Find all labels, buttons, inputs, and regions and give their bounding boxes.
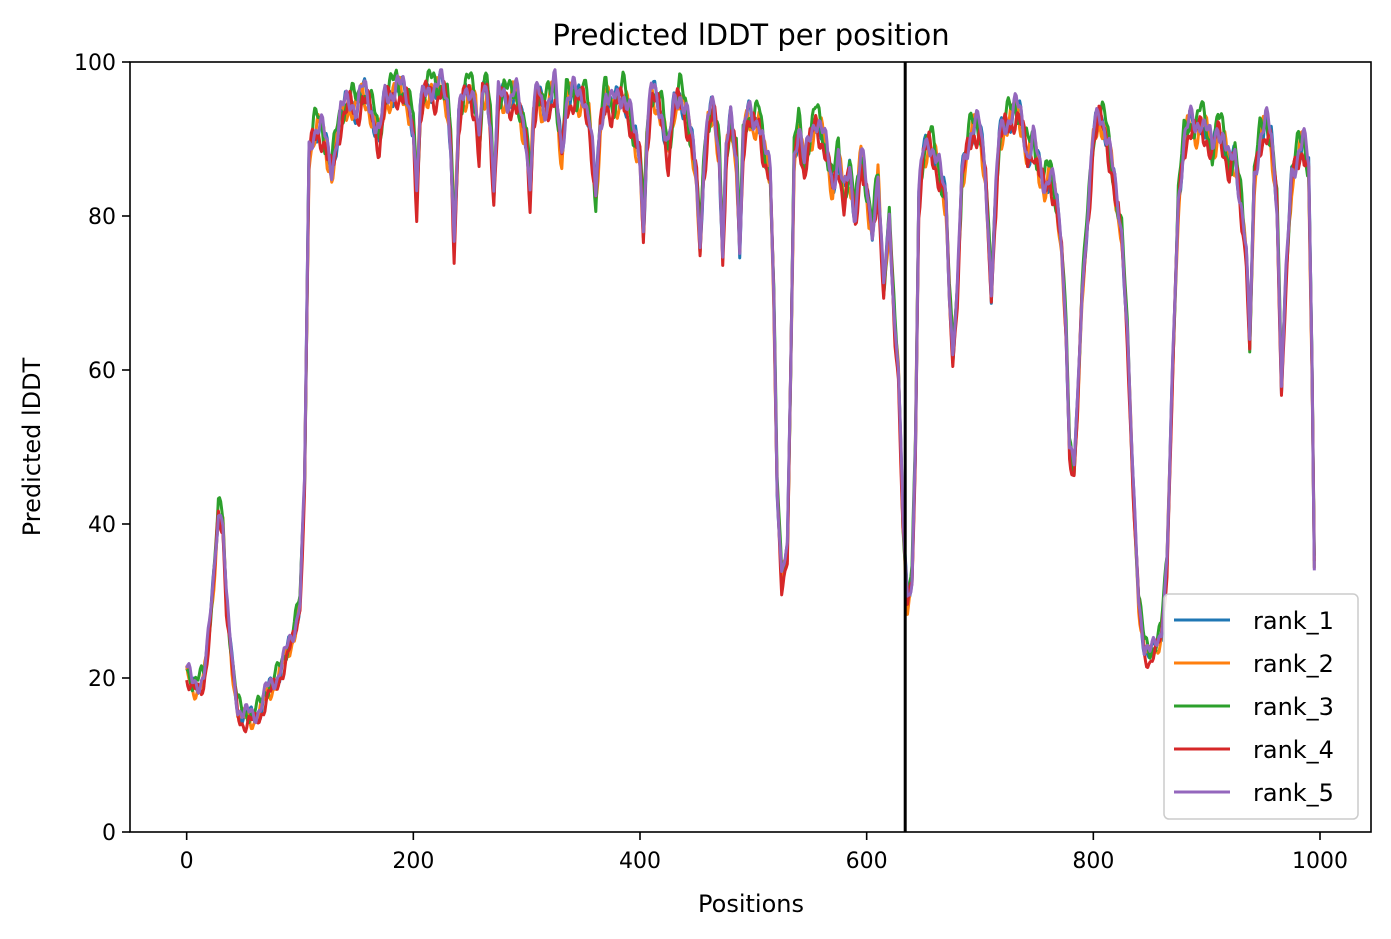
series-line-rank-3: [185, 68, 1316, 725]
x-tick-label: 0: [180, 849, 194, 874]
legend-box: [1163, 593, 1359, 820]
y-axis: 0 20 40 60 80 100: [74, 51, 130, 846]
y-tick-label: 20: [88, 667, 116, 692]
legend-label: rank_1: [1253, 607, 1334, 635]
y-tick-label: 80: [88, 205, 116, 230]
x-tick-label: 200: [392, 849, 434, 874]
x-tick-label: 800: [1072, 849, 1114, 874]
legend-label: rank_3: [1253, 693, 1334, 721]
series-line-rank-1: [185, 68, 1316, 725]
y-axis-label: Predicted lDDT: [18, 357, 46, 536]
y-tick-label: 100: [74, 51, 116, 76]
legend-label: rank_4: [1253, 736, 1334, 764]
x-tick-label: 600: [846, 849, 888, 874]
plot-area: [129, 61, 1372, 833]
series-layer: [185, 68, 1316, 734]
y-tick-label: 60: [88, 359, 116, 384]
legend-label: rank_2: [1253, 650, 1334, 678]
y-tick-label: 0: [102, 821, 116, 846]
x-tick-label: 1000: [1292, 849, 1348, 874]
legend-label: rank_5: [1253, 779, 1334, 807]
series-line-rank-5: [185, 68, 1316, 725]
y-tick-label: 40: [88, 513, 116, 538]
x-axis: 0 200 400 600 800 1000: [180, 832, 1348, 874]
legend: rank_1 rank_2 rank_3 rank_4 rank_5: [1163, 593, 1359, 820]
x-axis-label: Positions: [698, 890, 804, 918]
series-line-rank-2: [185, 75, 1316, 731]
plot-frame: [129, 61, 1372, 833]
x-tick-label: 400: [619, 849, 661, 874]
chart-title: Predicted lDDT per position: [552, 18, 949, 52]
